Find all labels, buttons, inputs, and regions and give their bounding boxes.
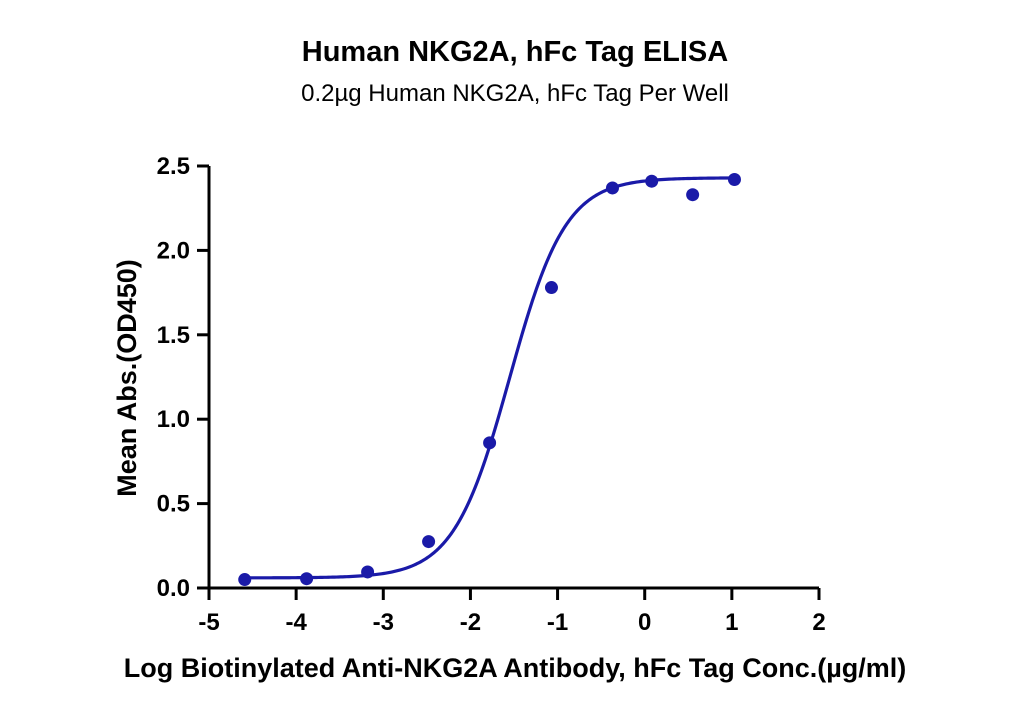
y-axis-label: Mean Abs.(OD450) [112, 259, 142, 497]
y-tick-label: 2.0 [157, 237, 190, 264]
x-tick-label: -1 [547, 609, 568, 636]
x-tick-label: 2 [812, 609, 825, 636]
data-point [422, 535, 436, 549]
data-point [686, 188, 700, 202]
x-axis: -5 -4 -3 -2 -1 0 1 2 [198, 586, 826, 636]
x-tick-label: 1 [725, 609, 738, 636]
data-point [645, 174, 659, 188]
chart-title: Human NKG2A, hFc Tag ELISA [302, 36, 729, 68]
data-point [605, 181, 619, 195]
chart-subtitle: 0.2µg Human NKG2A, hFc Tag Per Well [301, 80, 729, 107]
y-tick-label: 0.0 [157, 575, 190, 602]
x-axis-label: Log Biotinylated Anti-NKG2A Antibody, hF… [124, 653, 907, 683]
x-tick-label: 0 [638, 609, 651, 636]
x-tick-label: -2 [460, 609, 481, 636]
data-point [238, 573, 252, 587]
x-tick-label: -5 [198, 609, 219, 636]
y-tick-label: 1.5 [157, 322, 190, 349]
data-point [483, 436, 497, 450]
x-tick-label: -3 [373, 609, 394, 636]
data-point [727, 173, 741, 187]
data-point [300, 572, 314, 586]
plot-area [238, 173, 741, 587]
y-tick-label: 2.5 [157, 153, 190, 180]
fit-curve [244, 176, 735, 580]
x-tick-label: -4 [285, 609, 307, 636]
y-axis: 0.0 0.5 1.0 1.5 2.0 2.5 [157, 153, 211, 602]
data-point [361, 565, 375, 579]
y-tick-label: 0.5 [157, 491, 190, 518]
data-point [544, 281, 558, 295]
y-tick-label: 1.0 [157, 406, 190, 433]
